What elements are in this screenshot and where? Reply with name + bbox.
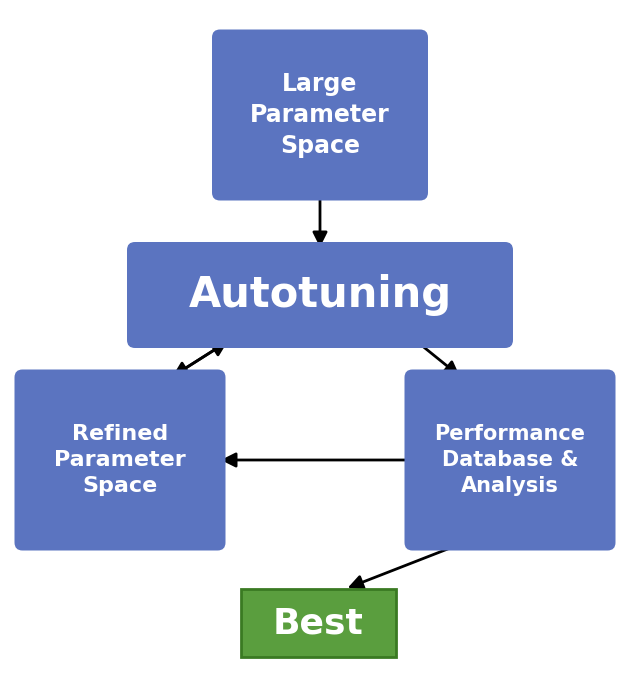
FancyBboxPatch shape xyxy=(241,589,396,657)
Text: Performance
Database &
Analysis: Performance Database & Analysis xyxy=(435,425,586,496)
FancyBboxPatch shape xyxy=(127,242,513,348)
Text: Large
Parameter
Space: Large Parameter Space xyxy=(250,72,390,158)
FancyBboxPatch shape xyxy=(212,29,428,200)
FancyBboxPatch shape xyxy=(15,370,225,551)
Text: Refined
Parameter
Space: Refined Parameter Space xyxy=(54,425,186,496)
Text: Autotuning: Autotuning xyxy=(188,274,452,316)
FancyBboxPatch shape xyxy=(404,370,616,551)
Text: Best: Best xyxy=(273,606,364,640)
